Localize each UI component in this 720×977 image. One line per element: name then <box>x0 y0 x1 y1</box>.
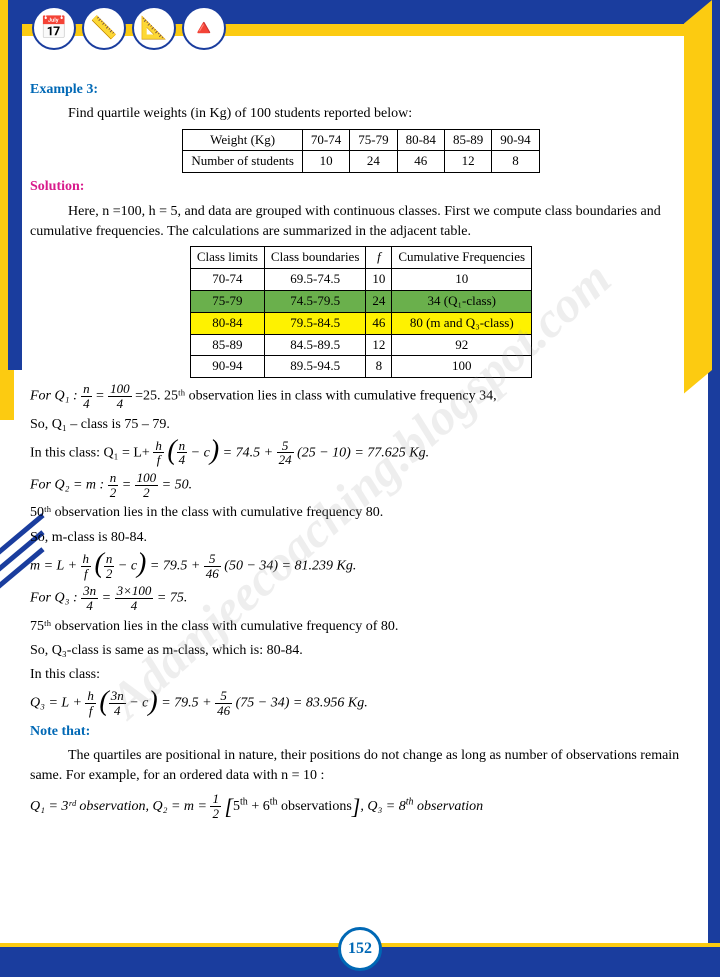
q3-class: So, Q₃-class is same as m-class, which i… <box>30 641 692 661</box>
m-calc: m = L + hf (n2 − c) = 79.5 + 546 (50 − 3… <box>30 552 692 580</box>
table-row: Weight (Kg)70-7475-7980-8485-8990-94 <box>183 129 539 151</box>
compass-icon: 📐 <box>132 6 176 50</box>
calc-icon: 📅 <box>32 6 76 50</box>
q2-def: For Q₂ = m : n2 = 1002 = 50. <box>30 471 692 499</box>
page-number: 152 <box>338 927 382 971</box>
border-left-blue <box>8 0 22 370</box>
table-row: Class limitsClass boundariesfCumulative … <box>190 247 531 269</box>
table-row: 85-8984.5-89.51292 <box>190 334 531 356</box>
m-class: So, m-class is 80-84. <box>30 528 692 548</box>
obs-50: 50ᵗʰ observation lies in the class with … <box>30 503 692 523</box>
example-task: Find quartile weights (in Kg) of 100 stu… <box>30 104 692 124</box>
q3-calc: Q₃ = L + hf (3n4 − c) = 79.5 + 546 (75 −… <box>30 689 692 717</box>
data-table-1: Weight (Kg)70-7475-7980-8485-8990-94 Num… <box>182 129 539 174</box>
q1-calc: In this class: Q₁ = L+ hf (n4 − c) = 74.… <box>30 439 692 467</box>
header-icons: 📅 📏 📐 🔺 <box>32 6 226 50</box>
table-row: 75-7974.5-79.52434 (Q₁-class) <box>190 290 531 312</box>
table-row: 90-9489.5-94.58100 <box>190 356 531 378</box>
solution-heading: Solution: <box>30 177 692 197</box>
q3-def: For Q₃ : 3n4 = 3×1004 = 75. <box>30 584 692 612</box>
obs-75: 75ᵗʰ observation lies in the class with … <box>30 617 692 637</box>
table-row: 70-7469.5-74.51010 <box>190 269 531 291</box>
page-content: Example 3: Find quartile weights (in Kg)… <box>30 80 692 826</box>
note-text: The quartiles are positional in nature, … <box>30 746 692 787</box>
shape-icon: 🔺 <box>182 6 226 50</box>
in-class: In this class: <box>30 665 692 685</box>
ruler-icon: 📏 <box>82 6 126 50</box>
q1-def: For Q₁ : n4 = 1004 =25. 25ᵗʰ observation… <box>30 382 692 410</box>
table-row: Number of students102446128 <box>183 151 539 173</box>
q1-class: So, Q₁ – class is 75 – 79. <box>30 415 692 435</box>
example-heading: Example 3: <box>30 80 692 100</box>
note-formula: Q₁ = 3ʳᵈ observation, Q₂ = m = 12 [5th +… <box>30 791 692 823</box>
data-table-2: Class limitsClass boundariesfCumulative … <box>190 246 532 378</box>
table-row: 80-8479.5-84.54680 (m and Q₃-class) <box>190 312 531 334</box>
solution-intro: Here, n =100, h = 5, and data are groupe… <box>30 202 692 243</box>
note-heading: Note that: <box>30 722 692 742</box>
